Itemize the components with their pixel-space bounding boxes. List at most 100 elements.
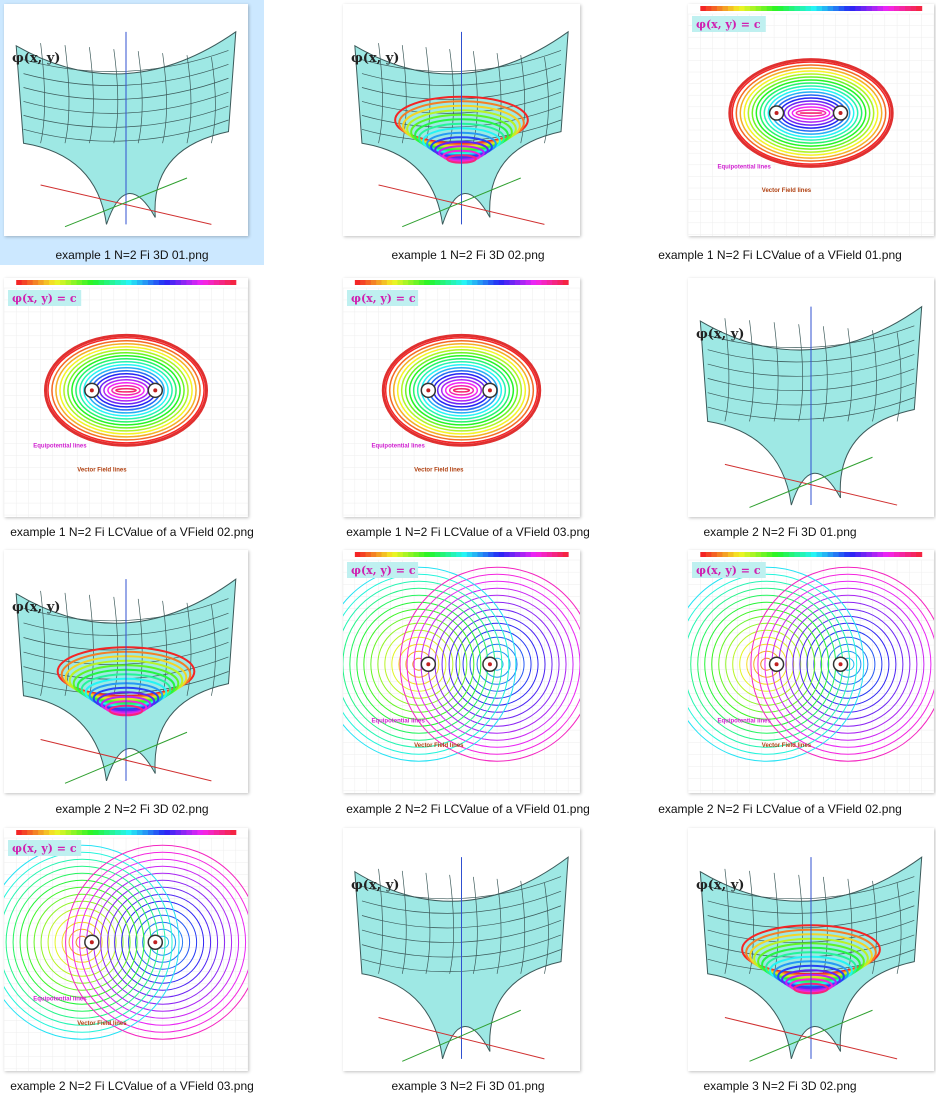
plot-title: φ(x, y) = c — [696, 18, 761, 31]
colorbar-segment — [32, 830, 39, 835]
colorbar-segment — [498, 552, 505, 557]
file-tile[interactable]: φ(x, y) = c Equipotential lines Vector Fie… — [0, 823, 264, 1098]
file-name-label[interactable]: example 1 N=2 Fi LCValue of a VField 02.… — [10, 525, 254, 539]
colorbar-segment — [87, 280, 94, 285]
colorbar-segment — [488, 280, 494, 285]
file-tile[interactable]: φ(x, y) example 1 N=2 Fi 3D 02.png — [312, 0, 624, 265]
file-tile[interactable]: φ(x, y) example 3 N=2 Fi 3D 02.png — [624, 823, 936, 1098]
colorbar-segment — [136, 280, 143, 285]
file-tile[interactable]: φ(x, y) = c Equipotential lines Vector Fie… — [312, 272, 624, 542]
colorbar-segment — [744, 552, 751, 557]
equipotential-line — [388, 340, 535, 441]
file-name-label[interactable]: example 1 N=2 Fi 3D 01.png — [55, 248, 209, 262]
colorbar-segment — [197, 830, 204, 835]
plot-title: φ(x, y) — [696, 327, 744, 342]
file-tile[interactable]: φ(x, y) example 3 N=2 Fi 3D 01.png — [312, 823, 624, 1098]
mesh-line — [137, 51, 143, 144]
file-thumbnail[interactable]: φ(x, y) — [343, 4, 580, 236]
file-name-label[interactable]: example 1 N=2 Fi LCValue of a VField 01.… — [658, 248, 902, 262]
file-thumbnail[interactable]: φ(x, y) = c Equipotential lines Vector Fie… — [688, 550, 934, 793]
equipotential-line — [755, 79, 867, 147]
colorbar-segment — [541, 552, 548, 557]
file-thumbnail[interactable]: φ(x, y) = c Equipotential lines Vector Fie… — [4, 278, 248, 517]
colorbar-segment — [213, 280, 220, 285]
colorbar-segment — [755, 6, 762, 11]
plot-title: φ(x, y) — [12, 51, 60, 66]
colorbar-segment — [871, 6, 878, 11]
equipotential-line — [75, 358, 177, 423]
colorbar-segment — [27, 830, 34, 835]
file-tile[interactable]: φ(x, y) = c Equipotential lines Vector Fie… — [0, 272, 264, 542]
colorbar-segment — [711, 552, 718, 557]
equipotential-line — [71, 355, 181, 426]
equipotential-line — [40, 900, 124, 984]
colorbar-segment — [788, 6, 795, 11]
x-axis — [378, 1017, 545, 1060]
colorbar-segment — [805, 6, 812, 11]
equipotential-line — [4, 844, 180, 1040]
file-name-label[interactable]: example 2 N=2 Fi LCValue of a VField 03.… — [10, 1079, 254, 1093]
equipotential-line — [806, 622, 890, 706]
file-name-label[interactable]: example 3 N=2 Fi 3D 02.png — [703, 1079, 857, 1093]
file-name-label[interactable]: example 2 N=2 Fi LCValue of a VField 01.… — [346, 802, 590, 816]
colorbar-segment — [360, 552, 367, 557]
file-name-label[interactable]: example 2 N=2 Fi LCValue of a VField 02.… — [658, 802, 902, 816]
equipotential-line — [107, 382, 145, 399]
file-tile[interactable]: φ(x, y) example 2 N=2 Fi 3D 01.png — [624, 272, 936, 542]
colorbar-segment — [158, 280, 165, 285]
colorbar-segment — [60, 280, 67, 285]
file-name-label[interactable]: example 2 N=2 Fi 3D 01.png — [703, 525, 857, 539]
file-thumbnail[interactable]: φ(x, y) — [4, 550, 248, 793]
file-tile[interactable]: φ(x, y) example 1 N=2 Fi 3D 01.png — [0, 0, 264, 265]
colorbar-segment — [191, 280, 198, 285]
colorbar-segment — [530, 280, 537, 285]
colorbar-segment — [772, 6, 779, 11]
colorbar-segment — [230, 280, 237, 285]
equipotential-line — [416, 361, 507, 420]
vector-field-label: Vector Field lines — [414, 468, 464, 474]
file-thumbnail[interactable]: φ(x, y) = c Equipotential lines Vector Fie… — [343, 278, 580, 517]
y-axis — [749, 1009, 873, 1062]
file-thumbnail[interactable]: φ(x, y) — [688, 278, 934, 517]
equipotential-line — [408, 355, 515, 426]
colorbar-segment — [833, 552, 840, 557]
colorbar-segment — [860, 552, 867, 557]
file-thumbnail[interactable]: φ(x, y) = c Equipotential lines Vector Fie… — [4, 828, 248, 1071]
file-name-label[interactable]: example 1 N=2 Fi 3D 02.png — [391, 248, 545, 262]
equipotential-line — [63, 349, 189, 432]
file-tile[interactable]: φ(x, y) = c Equipotential lines Vector Fie… — [312, 548, 624, 821]
file-thumbnail[interactable]: φ(x, y) = c Equipotential lines Vector Fie… — [688, 4, 934, 236]
file-name-label[interactable]: example 2 N=2 Fi 3D 02.png — [55, 802, 209, 816]
file-tile[interactable]: φ(x, y) = c Equipotential lines Vector Fie… — [624, 548, 936, 821]
file-thumbnail[interactable]: φ(x, y) — [688, 828, 934, 1071]
file-thumbnail[interactable]: φ(x, y) = c Equipotential lines Vector Fie… — [343, 550, 580, 793]
equipotential-line — [813, 629, 883, 699]
colorbar-segment — [894, 6, 901, 11]
colorbar-segment — [504, 280, 510, 285]
colorbar-segment — [93, 280, 100, 285]
colorbar-segment — [750, 6, 757, 11]
colorbar-segment — [202, 830, 209, 835]
colorbar-segment — [418, 280, 425, 285]
file-tile[interactable]: φ(x, y) = c Equipotential lines Vector Fie… — [624, 0, 936, 265]
file-name-label[interactable]: example 1 N=2 Fi LCValue of a VField 03.… — [346, 525, 590, 539]
file-tile[interactable]: φ(x, y) example 2 N=2 Fi 3D 02.png — [0, 548, 264, 821]
equipotential-line — [384, 337, 539, 444]
colorbar-segment — [882, 6, 889, 11]
colorbar-segment — [429, 280, 436, 285]
plot-title: φ(x, y) — [351, 51, 399, 66]
equipotential-line — [65, 844, 248, 1040]
title-box — [692, 16, 766, 32]
equipotential-line — [718, 615, 816, 713]
vector-field-label: Vector Field lines — [762, 188, 812, 194]
file-thumbnail[interactable]: φ(x, y) — [343, 828, 580, 1071]
colorbar-segment — [76, 830, 83, 835]
colorbar-segment — [838, 552, 845, 557]
mesh-line — [378, 868, 383, 974]
colorbar-segment — [392, 280, 399, 285]
colorbar-segment — [536, 552, 542, 557]
file-thumbnail[interactable]: φ(x, y) — [4, 4, 248, 236]
equipotential-line — [764, 580, 932, 748]
file-name-label[interactable]: example 3 N=2 Fi 3D 01.png — [391, 1079, 545, 1093]
equipotential-line — [54, 914, 110, 970]
